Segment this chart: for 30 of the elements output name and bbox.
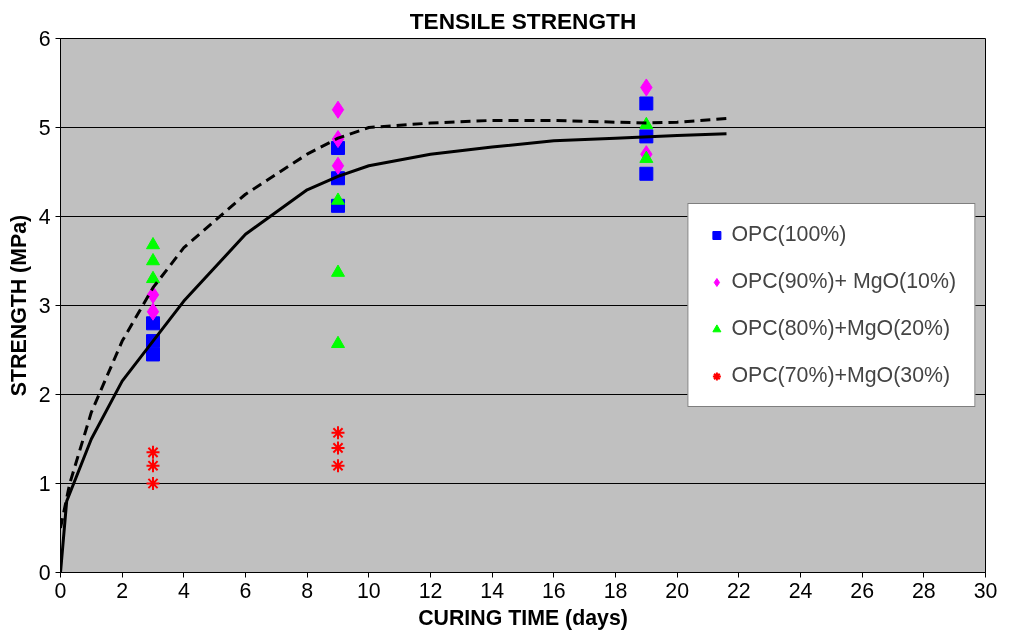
- y-tick-label: 3: [38, 294, 51, 318]
- x-axis-title: CURING TIME (days): [418, 605, 628, 630]
- legend-label: OPC(90%)+ MgO(10%): [731, 269, 956, 294]
- x-tick-label: 0: [54, 578, 67, 603]
- y-tick-label: 1: [38, 472, 51, 496]
- y-tick-label: 6: [38, 27, 51, 51]
- x-tick-label: 16: [541, 578, 566, 603]
- x-tick-label: 26: [850, 578, 875, 603]
- x-tick-label: 18: [603, 578, 628, 603]
- y-tick-label: 5: [38, 116, 51, 140]
- x-tick-label: 12: [418, 578, 443, 603]
- x-tick-label: 20: [665, 578, 690, 603]
- x-tick-label: 4: [177, 578, 190, 603]
- x-tick-label: 30: [973, 578, 998, 603]
- x-tick-label: 22: [726, 578, 751, 603]
- x-tick-label: 24: [788, 578, 813, 603]
- y-tick-label: 2: [38, 383, 51, 407]
- legend-label: OPC(100%): [731, 222, 847, 247]
- legend-label: OPC(80%)+MgO(20%): [731, 316, 951, 341]
- legend-label: OPC(70%)+MgO(30%): [731, 363, 951, 388]
- y-tick-label: 0: [38, 561, 51, 585]
- x-tick-label: 2: [116, 578, 129, 603]
- x-tick-label: 6: [239, 578, 252, 603]
- y-tick-label: 4: [38, 205, 51, 229]
- x-tick-label: 14: [480, 578, 505, 603]
- x-tick-label: 8: [301, 578, 314, 603]
- x-tick-label: 10: [356, 578, 381, 603]
- x-tick-label: 28: [911, 578, 936, 603]
- chart-title: TENSILE STRENGTH: [409, 7, 637, 34]
- y-axis-title: STRENGTH (MPa): [6, 214, 31, 397]
